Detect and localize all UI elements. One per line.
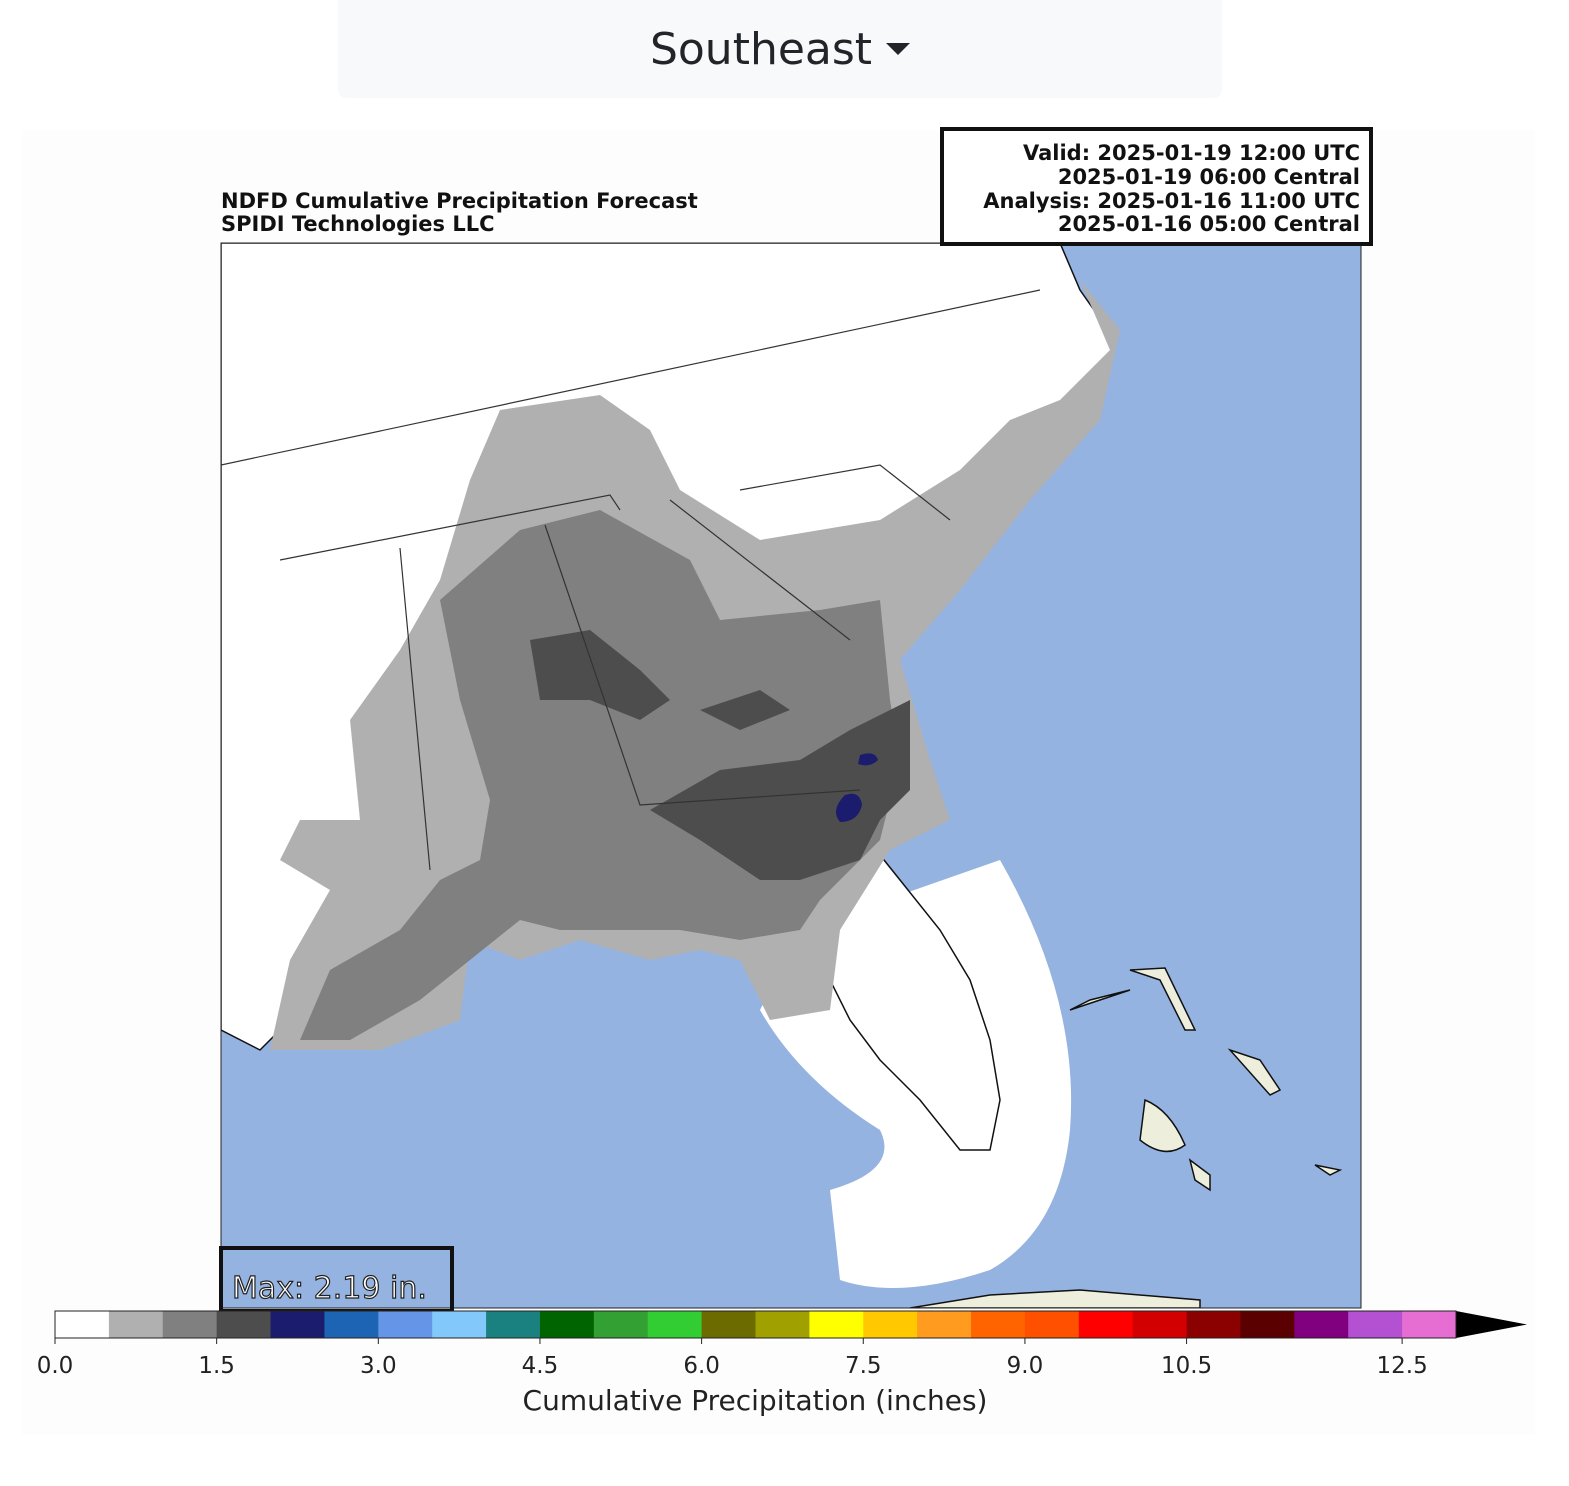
map-frame bbox=[220, 242, 1362, 1309]
colorbar-bin bbox=[539, 1311, 595, 1338]
colorbar-tick-label: 10.5 bbox=[1161, 1353, 1212, 1379]
colorbar-bin bbox=[378, 1311, 433, 1338]
colorbar-bin bbox=[1132, 1311, 1188, 1338]
info-line: 2025-01-19 06:00 Central bbox=[1058, 165, 1360, 189]
colorbar-frame bbox=[54, 1310, 1457, 1339]
colorbar-bin bbox=[216, 1311, 272, 1338]
colorbar-bin bbox=[486, 1311, 541, 1338]
info-line: 2025-01-16 05:00 Central bbox=[1058, 212, 1360, 236]
precip-1.5 bbox=[530, 630, 910, 880]
colorbar-bin bbox=[108, 1311, 164, 1338]
colorbar-tick-label: 4.5 bbox=[522, 1353, 559, 1379]
region-dropdown[interactable]: Southeast bbox=[338, 0, 1222, 98]
colorbar-label: Cumulative Precipitation (inches) bbox=[523, 1384, 988, 1417]
map bbox=[221, 243, 1361, 1308]
colorbar-bin bbox=[432, 1311, 487, 1338]
islands bbox=[909, 967, 1343, 1308]
max-label: Max: 2.19 in. bbox=[232, 1271, 427, 1306]
colorbar-bin bbox=[755, 1311, 810, 1338]
colorbar-bin bbox=[162, 1311, 218, 1338]
colorbar-bin bbox=[1402, 1311, 1457, 1338]
colorbar-bin bbox=[1348, 1311, 1403, 1338]
region-label: Southeast bbox=[649, 23, 873, 75]
colorbar-bin bbox=[971, 1311, 1026, 1338]
info-box bbox=[940, 127, 1373, 246]
colorbar-bin bbox=[55, 1311, 110, 1338]
caret bbox=[886, 43, 911, 55]
colorbar-tick-label: 1.5 bbox=[198, 1353, 235, 1379]
colorbar-bin bbox=[324, 1311, 379, 1338]
colorbar-bin bbox=[1186, 1311, 1241, 1338]
map-title: NDFD Cumulative Precipitation Forecast bbox=[221, 189, 698, 213]
colorbar: 0.0 1.5 3.0 4.5 6.0 7.5 9.0 10.5 12.5 bbox=[37, 1310, 1527, 1379]
map-subtitle: SPIDI Technologies LLC bbox=[221, 212, 495, 236]
colorbar-tick-label: 6.0 bbox=[683, 1353, 720, 1379]
colorbar-bin bbox=[701, 1311, 756, 1338]
colorbar-bin bbox=[1240, 1311, 1295, 1338]
colorbar-bin bbox=[647, 1311, 703, 1338]
info-line: Valid: 2025-01-19 12:00 UTC bbox=[1023, 141, 1360, 165]
colorbar-bin bbox=[270, 1311, 325, 1338]
colorbar-tick-label: 9.0 bbox=[1007, 1353, 1044, 1379]
precip-2.0 bbox=[836, 753, 878, 822]
precip-1.0 bbox=[300, 510, 900, 1040]
colorbar-bin bbox=[1294, 1311, 1349, 1338]
colorbar-bin bbox=[863, 1311, 918, 1338]
colorbar-bin bbox=[809, 1311, 864, 1338]
colorbar-tick-label: 12.5 bbox=[1377, 1353, 1428, 1379]
colorbar-tick-label: 3.0 bbox=[360, 1353, 397, 1379]
state-lines bbox=[221, 289, 1041, 871]
colorbar-tick-label: 7.5 bbox=[845, 1353, 882, 1379]
colorbar-tick-label: 0.0 bbox=[37, 1353, 74, 1379]
info-line: Analysis: 2025-01-16 11:00 UTC bbox=[983, 189, 1360, 213]
colorbar-extend bbox=[1456, 1311, 1527, 1338]
colorbar-bin bbox=[593, 1311, 649, 1338]
colorbar-bin bbox=[1024, 1311, 1080, 1338]
colorbar-bin bbox=[917, 1311, 972, 1338]
colorbar-bin bbox=[1078, 1311, 1134, 1338]
